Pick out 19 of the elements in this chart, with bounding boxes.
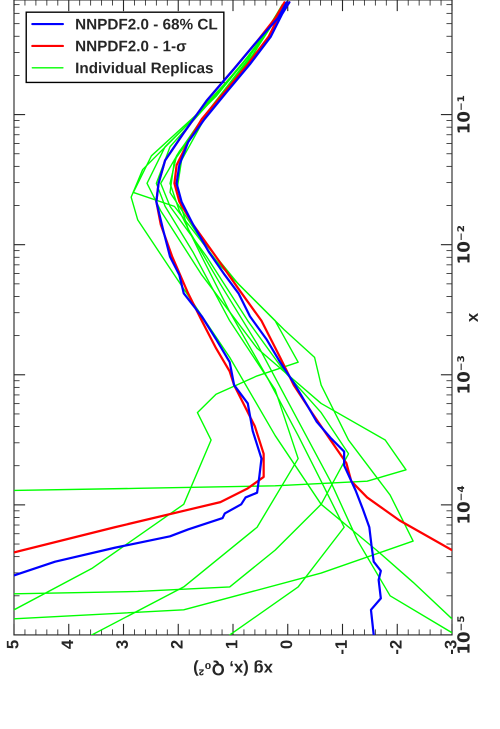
x-tick-label: 4 bbox=[62, 640, 74, 649]
y-tick-label: 10⁻² bbox=[457, 226, 470, 262]
y-tick-label: 10⁻⁴ bbox=[457, 486, 470, 523]
legend-label: NNPDF2.0 - 1-σ bbox=[76, 40, 186, 52]
x-tick-label: 5 bbox=[6, 640, 18, 649]
x-tick-label: 1 bbox=[226, 640, 238, 648]
y-tick-label: 10⁻³ bbox=[457, 356, 470, 393]
x-tick-label: -3 bbox=[444, 640, 456, 654]
x-tick-label: -1 bbox=[335, 640, 347, 654]
x-tick-label: 3 bbox=[116, 640, 128, 649]
x-tick-label: 2 bbox=[170, 640, 183, 649]
x-tick-label: -2 bbox=[390, 640, 402, 654]
y-tick-label: 10⁻⁵ bbox=[457, 616, 470, 653]
legend-label: NNPDF2.0 - 68% CL bbox=[76, 18, 218, 30]
y-axis-title: x bbox=[469, 312, 478, 322]
y-tick-label: 10⁻¹ bbox=[457, 96, 470, 132]
x-tick-label: 0 bbox=[280, 640, 292, 648]
legend-label: Individual Replicas bbox=[76, 62, 213, 76]
x-axis-title: xg (x, Q₀²) bbox=[194, 660, 273, 676]
